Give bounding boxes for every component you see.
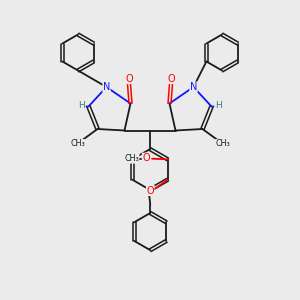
Text: N: N [103,82,110,92]
Text: CH₃: CH₃ [124,154,139,163]
Text: O: O [125,74,133,84]
Text: CH₃: CH₃ [70,140,85,148]
Text: H: H [79,100,85,109]
Text: O: O [142,153,150,163]
Text: O: O [167,74,175,84]
Text: CH₃: CH₃ [215,140,230,148]
Text: O: O [146,185,154,196]
Text: H: H [215,100,221,109]
Text: N: N [190,82,197,92]
